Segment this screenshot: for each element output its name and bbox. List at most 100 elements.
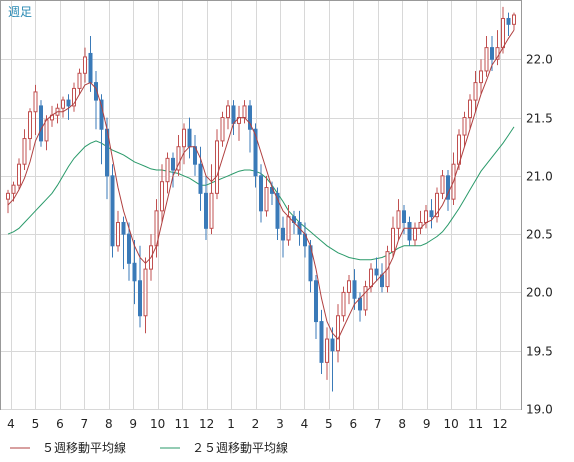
candle-down xyxy=(374,268,379,276)
candle-down xyxy=(330,338,335,352)
candle-up xyxy=(479,70,483,84)
candle-down xyxy=(99,99,104,130)
candle-up xyxy=(182,128,186,148)
x-tick-label: 12 xyxy=(492,417,507,431)
candle-up xyxy=(424,210,428,223)
y-tick-label: 21.5 xyxy=(526,112,553,126)
candle-up xyxy=(160,181,164,212)
x-axis: 4 5 6 7 8 9 10 11 12 1 2 3 4 5 6 7 8 9 10 11 12 xyxy=(7,417,507,431)
period-label: 週足 xyxy=(8,5,32,19)
candles xyxy=(6,6,516,392)
y-tick-label: 20.5 xyxy=(526,228,553,242)
candle-down xyxy=(281,227,285,241)
candle-up xyxy=(413,227,417,241)
candle-down xyxy=(429,210,434,218)
candle-up xyxy=(501,17,505,49)
candle-up xyxy=(209,192,214,229)
candle-up xyxy=(462,117,467,136)
candle-up xyxy=(396,210,401,229)
x-tick-label: 1 xyxy=(227,417,235,431)
y-axis: 19.0 19.5 20.0 20.5 21.0 21.5 22.0 xyxy=(526,53,553,417)
candle-up xyxy=(264,187,269,212)
candle-down xyxy=(446,175,450,200)
candle-up xyxy=(440,175,445,194)
ma5-line xyxy=(7,29,515,340)
candle-down xyxy=(490,47,494,60)
x-tick-label: 11 xyxy=(468,417,483,431)
candle-down xyxy=(314,280,318,323)
y-tick-label: 20.0 xyxy=(526,286,553,300)
candle-down xyxy=(204,192,208,229)
x-tick-label: 8 xyxy=(398,417,406,431)
candle-up xyxy=(61,99,65,109)
candle-up xyxy=(341,291,346,317)
y-tick-label: 19.0 xyxy=(526,403,553,417)
x-tick-label: 5 xyxy=(32,417,40,431)
candle-up xyxy=(176,146,181,171)
y-tick-label: 21.0 xyxy=(526,170,553,184)
candle-up xyxy=(286,216,291,241)
x-tick-label: 4 xyxy=(7,417,15,431)
candle-down xyxy=(88,52,93,84)
x-tick-label: 4 xyxy=(301,417,309,431)
ma5-layer xyxy=(7,29,515,340)
candle-down xyxy=(110,175,115,247)
candle-up xyxy=(369,268,373,288)
candle-up xyxy=(44,119,49,142)
legend: ５週移動平均線 ２５週移動平均線 xyxy=(10,440,288,455)
x-tick-label: 9 xyxy=(129,417,137,431)
candle-down xyxy=(39,105,43,142)
x-tick-label: 6 xyxy=(56,417,64,431)
candle-down xyxy=(506,17,511,25)
candle-up xyxy=(215,140,219,194)
candle-down xyxy=(231,105,236,124)
candle-up xyxy=(17,163,21,186)
y-tick-label: 19.5 xyxy=(526,345,553,359)
candle-up xyxy=(512,14,516,25)
candle-down xyxy=(402,210,406,223)
candle-down xyxy=(319,321,324,363)
x-tick-label: 6 xyxy=(349,417,357,431)
candle-down xyxy=(94,82,98,101)
candle-down xyxy=(198,163,203,194)
candle-up xyxy=(11,184,16,194)
candle-up xyxy=(72,87,76,107)
legend-ma25-label: ２５週移動平均線 xyxy=(192,440,288,455)
candle-down xyxy=(407,221,412,241)
candle-up xyxy=(363,286,368,311)
candle-up xyxy=(468,99,472,119)
candle-up xyxy=(22,138,27,165)
candle-up xyxy=(165,157,170,183)
x-tick-label: 2 xyxy=(252,417,260,431)
x-tick-label: 10 xyxy=(150,417,165,431)
x-tick-label: 7 xyxy=(81,417,89,431)
candle-down xyxy=(187,128,192,148)
x-tick-label: 12 xyxy=(199,417,214,431)
candle-down xyxy=(259,175,263,212)
x-tick-label: 3 xyxy=(276,417,284,431)
legend-ma5-label: ５週移動平均線 xyxy=(42,440,126,455)
candle-up xyxy=(83,56,87,74)
candle-down xyxy=(275,192,280,229)
candle-up xyxy=(325,338,329,363)
candle-down xyxy=(127,233,131,264)
candle-down xyxy=(138,280,142,317)
candle-down xyxy=(171,157,175,171)
x-tick-label: 11 xyxy=(175,417,190,431)
x-tick-label: 5 xyxy=(325,417,333,431)
candle-up xyxy=(242,105,247,119)
candle-down xyxy=(132,262,137,282)
candle-up xyxy=(220,117,225,142)
candle-down xyxy=(248,105,252,130)
candle-up xyxy=(77,72,82,89)
x-tick-label: 10 xyxy=(443,417,458,431)
candle-down xyxy=(253,128,258,177)
candle-down xyxy=(121,221,126,235)
candle-up xyxy=(143,268,148,317)
candle-up xyxy=(473,82,478,101)
candle-down xyxy=(66,99,71,107)
y-tick-label: 22.0 xyxy=(526,53,553,67)
candle-up xyxy=(33,91,38,113)
